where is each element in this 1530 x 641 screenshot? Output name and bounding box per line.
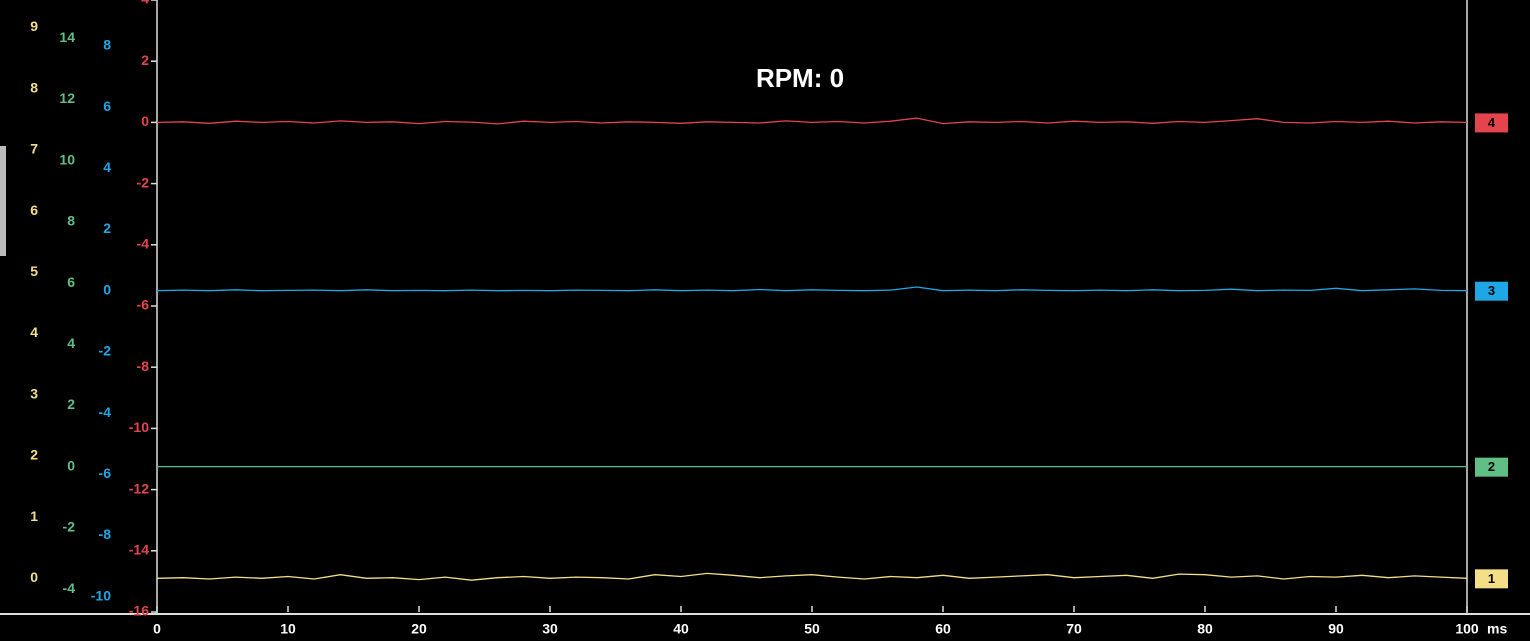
trace: [157, 286, 1467, 292]
trace: [157, 117, 1467, 125]
x-tick-label: 100: [1455, 621, 1479, 637]
y-tick-label: 3: [30, 385, 38, 401]
x-tick-label: 30: [542, 621, 558, 637]
y-tick-label: -10: [129, 419, 149, 435]
x-tick-label: 40: [673, 621, 689, 637]
y-tick-label: 0: [67, 457, 75, 473]
y-tick-label: -14: [129, 542, 149, 558]
channel-badge: [1475, 569, 1508, 589]
y-tick-label: 6: [67, 274, 75, 290]
channel-badge: [1475, 281, 1508, 301]
y-tick-label: 0: [30, 569, 38, 585]
y-tick-label: 6: [103, 98, 111, 114]
channel-label: 4: [1488, 115, 1496, 130]
y-tick-label: 14: [59, 29, 75, 45]
y-tick-label: -8: [99, 526, 112, 542]
y-tick-label: -2: [99, 343, 112, 359]
y-tick-label: -6: [99, 465, 112, 481]
channel-badge: [1475, 113, 1508, 133]
y-tick-label: 4: [103, 159, 111, 175]
x-tick-label: 90: [1328, 621, 1344, 637]
y-tick-label: 2: [67, 396, 75, 412]
y-tick-label: 8: [30, 79, 38, 95]
y-tick-label: 0: [141, 113, 149, 129]
y-tick-label: 4: [141, 0, 149, 7]
y-tick-label: 4: [30, 324, 38, 340]
y-tick-label: 2: [141, 52, 149, 68]
side-handle: [0, 146, 6, 256]
y-tick-label: -12: [129, 480, 149, 496]
x-unit: ms: [1487, 621, 1507, 637]
y-tick-label: 8: [103, 37, 111, 53]
y-tick-label: -10: [91, 587, 111, 603]
y-tick-label: -16: [129, 603, 149, 619]
y-tick-label: -4: [99, 404, 112, 420]
channel-badge: [1475, 457, 1508, 477]
rpm-title: RPM: 0: [756, 63, 844, 93]
x-tick-label: 50: [804, 621, 820, 637]
x-tick-label: 80: [1197, 621, 1213, 637]
y-tick-label: 1: [30, 508, 38, 524]
y-tick-label: 12: [59, 90, 75, 106]
channel-label: 1: [1488, 571, 1495, 586]
y-tick-label: -2: [137, 174, 150, 190]
y-tick-label: 5: [30, 263, 38, 279]
y-tick-label: 9: [30, 18, 38, 34]
y-tick-label: 10: [59, 151, 75, 167]
y-tick-label: -2: [63, 519, 76, 535]
channel-label: 2: [1488, 459, 1495, 474]
y-tick-label: 7: [30, 141, 38, 157]
x-tick-label: 10: [280, 621, 296, 637]
y-tick-label: -4: [63, 580, 76, 596]
y-tick-label: 2: [30, 447, 38, 463]
trace: [157, 572, 1467, 581]
y-tick-label: -4: [137, 236, 150, 252]
channel-label: 3: [1488, 283, 1495, 298]
y-tick-label: -8: [137, 358, 150, 374]
x-tick-label: 70: [1066, 621, 1082, 637]
y-tick-label: 8: [67, 213, 75, 229]
y-tick-label: 0: [103, 281, 111, 297]
y-tick-label: 4: [67, 335, 75, 351]
x-tick-label: 60: [935, 621, 951, 637]
x-tick-label: 20: [411, 621, 427, 637]
y-tick-label: 6: [30, 202, 38, 218]
y-tick-label: 2: [103, 220, 111, 236]
x-tick-label: 0: [153, 621, 161, 637]
y-tick-label: -6: [137, 297, 150, 313]
